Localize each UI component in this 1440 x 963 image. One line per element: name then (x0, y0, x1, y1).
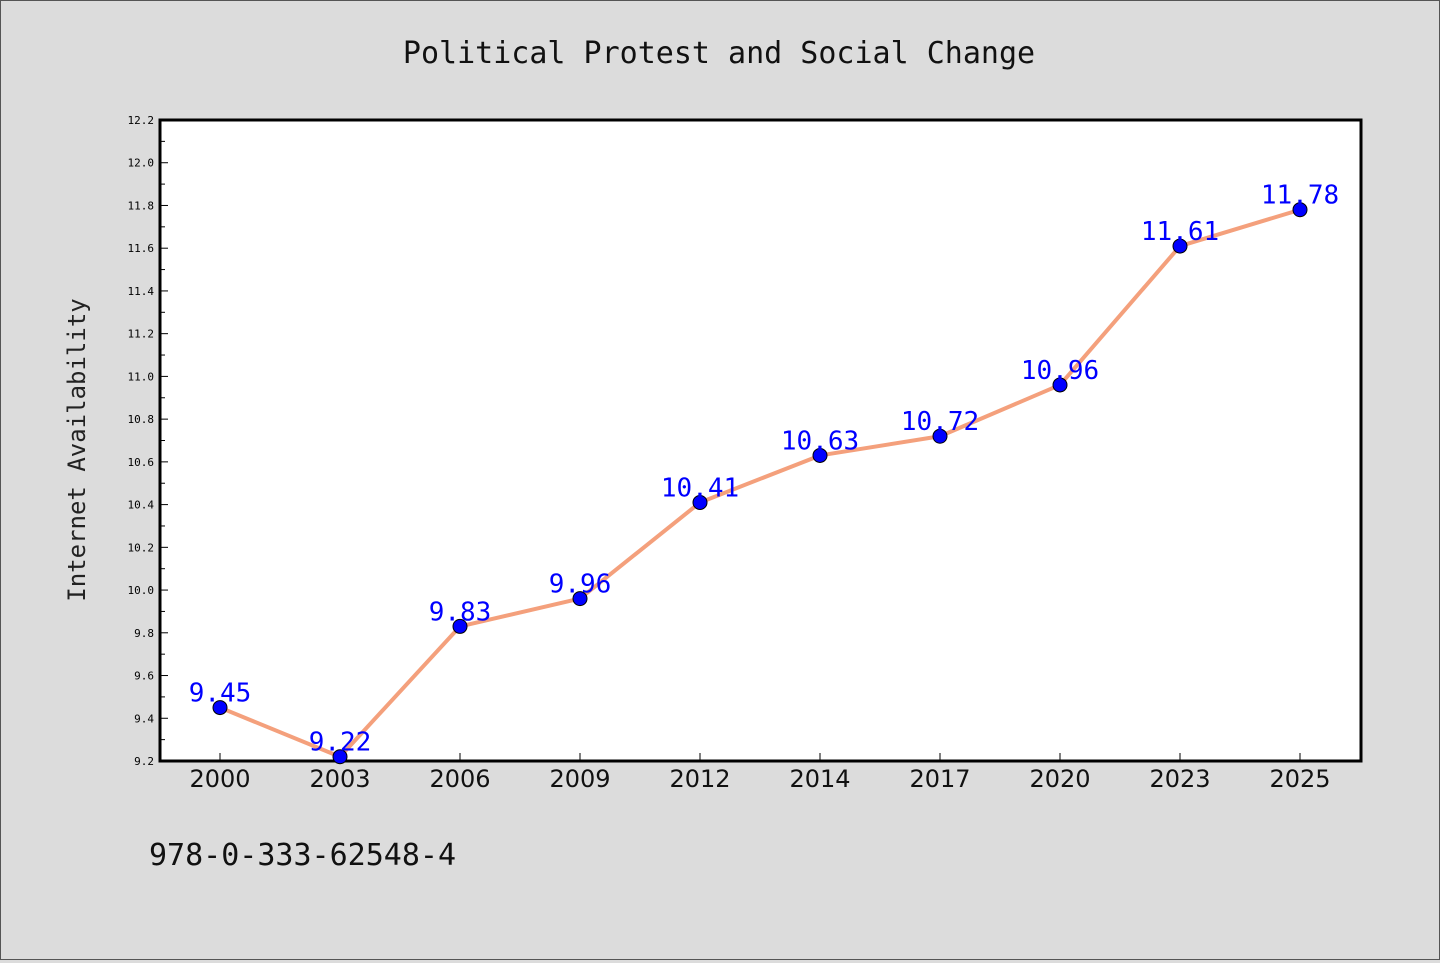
x-tick-label: 2012 (669, 765, 730, 793)
x-tick-label: 2017 (909, 765, 970, 793)
x-tick-label: 2025 (1269, 765, 1330, 793)
data-label: 10.72 (901, 407, 979, 437)
x-tick-label: 2003 (309, 765, 370, 793)
y-tick-label: 11.8 (128, 199, 155, 212)
x-tick-label: 2020 (1029, 765, 1090, 793)
data-point (932, 428, 948, 444)
data-point (212, 700, 228, 716)
y-axis-label: Internet Availability (63, 298, 91, 601)
y-tick-label: 11.0 (128, 370, 155, 383)
data-point (812, 447, 828, 463)
y-tick-label: 10.8 (128, 413, 155, 426)
data-label: 9.96 (549, 570, 612, 600)
data-label: 9.83 (429, 597, 492, 627)
x-tick-label: 2023 (1149, 765, 1210, 793)
data-point (692, 494, 708, 510)
x-tick-label: 2014 (789, 765, 850, 793)
data-label: 10.96 (1021, 356, 1099, 386)
y-axis: 9.2 9.4 9.6 9.8 10.0 10.2 10.4 10.6 10.8 11.0 11.2… (128, 114, 168, 768)
data-point (1292, 202, 1308, 218)
data-point (1052, 377, 1068, 393)
y-tick-label: 11.6 (128, 242, 155, 255)
y-tick-label: 9.2 (134, 755, 154, 768)
y-tick-label: 10.4 (128, 499, 155, 512)
data-label: 9.45 (189, 679, 252, 709)
chart-title: Political Protest and Social Change (403, 36, 1035, 71)
data-label: 10.63 (781, 426, 859, 456)
y-tick-label: 9.4 (134, 712, 154, 725)
y-tick-label: 11.2 (128, 328, 155, 341)
data-label: 9.22 (309, 728, 372, 758)
data-label: 11.78 (1261, 181, 1339, 211)
y-tick-label: 10.2 (128, 541, 155, 554)
data-point (332, 749, 348, 765)
y-tick-label: 11.4 (128, 285, 155, 298)
series-group: 9.45 9.22 9.83 9.96 10.41 10.63 10.72 10.96 11.6… (189, 181, 1339, 765)
data-label: 10.41 (661, 473, 739, 503)
data-label: 11.61 (1141, 217, 1219, 247)
x-axis: 2000 2003 2006 2009 2012 2014 2017 2020 2023 2025 (189, 753, 1331, 793)
x-tick-label: 2000 (189, 765, 250, 793)
y-tick-label: 10.0 (128, 584, 155, 597)
data-point (452, 618, 468, 634)
plot-area (158, 118, 1363, 763)
data-point (572, 591, 588, 607)
y-tick-label: 9.8 (134, 627, 154, 640)
series-line (219, 207, 1301, 759)
y-tick-label: 12.0 (128, 157, 155, 170)
x-tick-label: 2006 (429, 765, 490, 793)
y-tick-label: 9.6 (134, 670, 154, 683)
isbn-text: 978-0-333-62548-4 (149, 838, 456, 873)
x-tick-label: 2009 (549, 765, 610, 793)
data-point (1172, 238, 1188, 254)
y-tick-label: 10.6 (128, 456, 155, 469)
y-tick-label: 12.2 (128, 114, 155, 127)
